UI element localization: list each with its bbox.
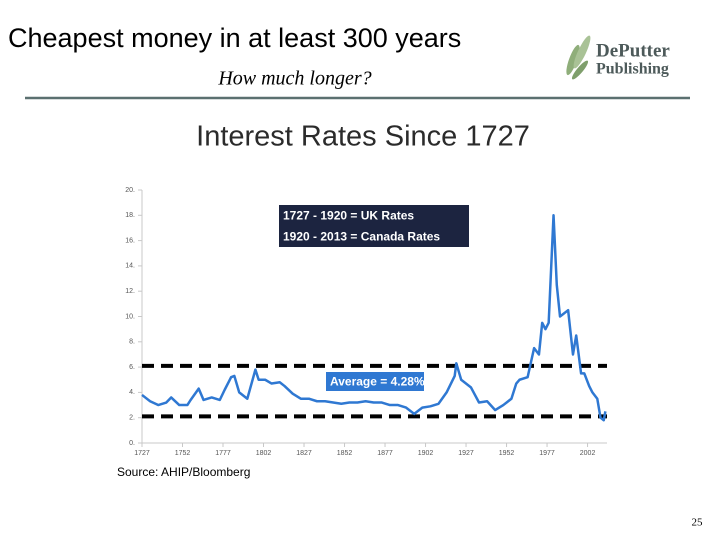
annotation: 1727 - 1920 = UK Rates — [283, 209, 414, 223]
slide-title: Cheapest money in at least 300 years — [8, 23, 461, 53]
y-tick-label: 14. — [125, 263, 135, 270]
logo-text: Publishing — [596, 61, 669, 78]
annotation: Average = 4.28% — [330, 375, 425, 389]
y-tick-label: 4. — [129, 389, 135, 396]
annotation-box — [279, 226, 469, 247]
x-tick-label: 1852 — [337, 450, 353, 457]
plot: 0. 2. 4. 6. 8. 10. 12. 14. 16. 18. 20. 1727 1752 1777… — [125, 187, 607, 457]
chart-title: Interest Rates Since 1727 — [196, 121, 530, 153]
slide-subtitle: How much longer? — [217, 68, 371, 90]
logo-text: DePutter — [596, 40, 670, 61]
y-tick-label: 6. — [129, 364, 135, 371]
x-tick-label: 1927 — [458, 450, 474, 457]
x-tick-label: 1777 — [215, 450, 231, 457]
x-tick-label: 2002 — [580, 450, 596, 457]
annotation-box — [279, 205, 469, 226]
x-tick-label: 1727 — [134, 450, 150, 457]
y-tick-label: 8. — [129, 339, 135, 346]
annotation: 1920 - 2013 = Canada Rates — [283, 230, 440, 244]
annotation-box — [326, 372, 424, 391]
x-tick-label: 1977 — [539, 450, 555, 457]
y-tick-label: 12. — [125, 288, 135, 295]
rate-line — [141, 214, 607, 422]
x-tick-label: 1827 — [296, 450, 312, 457]
x-tick-label: 1877 — [377, 450, 393, 457]
page-number: 25 — [692, 517, 704, 529]
y-tick-label: 18. — [125, 212, 135, 219]
y-tick-label: 10. — [125, 313, 135, 320]
x-tick-label: 1952 — [499, 450, 515, 457]
logo-leaves — [566, 35, 591, 80]
x-tick-label: 1802 — [256, 450, 272, 457]
source: Source: AHIP/Bloomberg — [117, 465, 250, 479]
y-tick-label: 2. — [129, 415, 135, 422]
y-tick-label: 20. — [125, 187, 135, 194]
y-tick-label: 0. — [129, 440, 135, 447]
x-tick-label: 1902 — [418, 450, 434, 457]
x-tick-label: 1752 — [175, 450, 191, 457]
y-tick-label: 16. — [125, 237, 135, 244]
